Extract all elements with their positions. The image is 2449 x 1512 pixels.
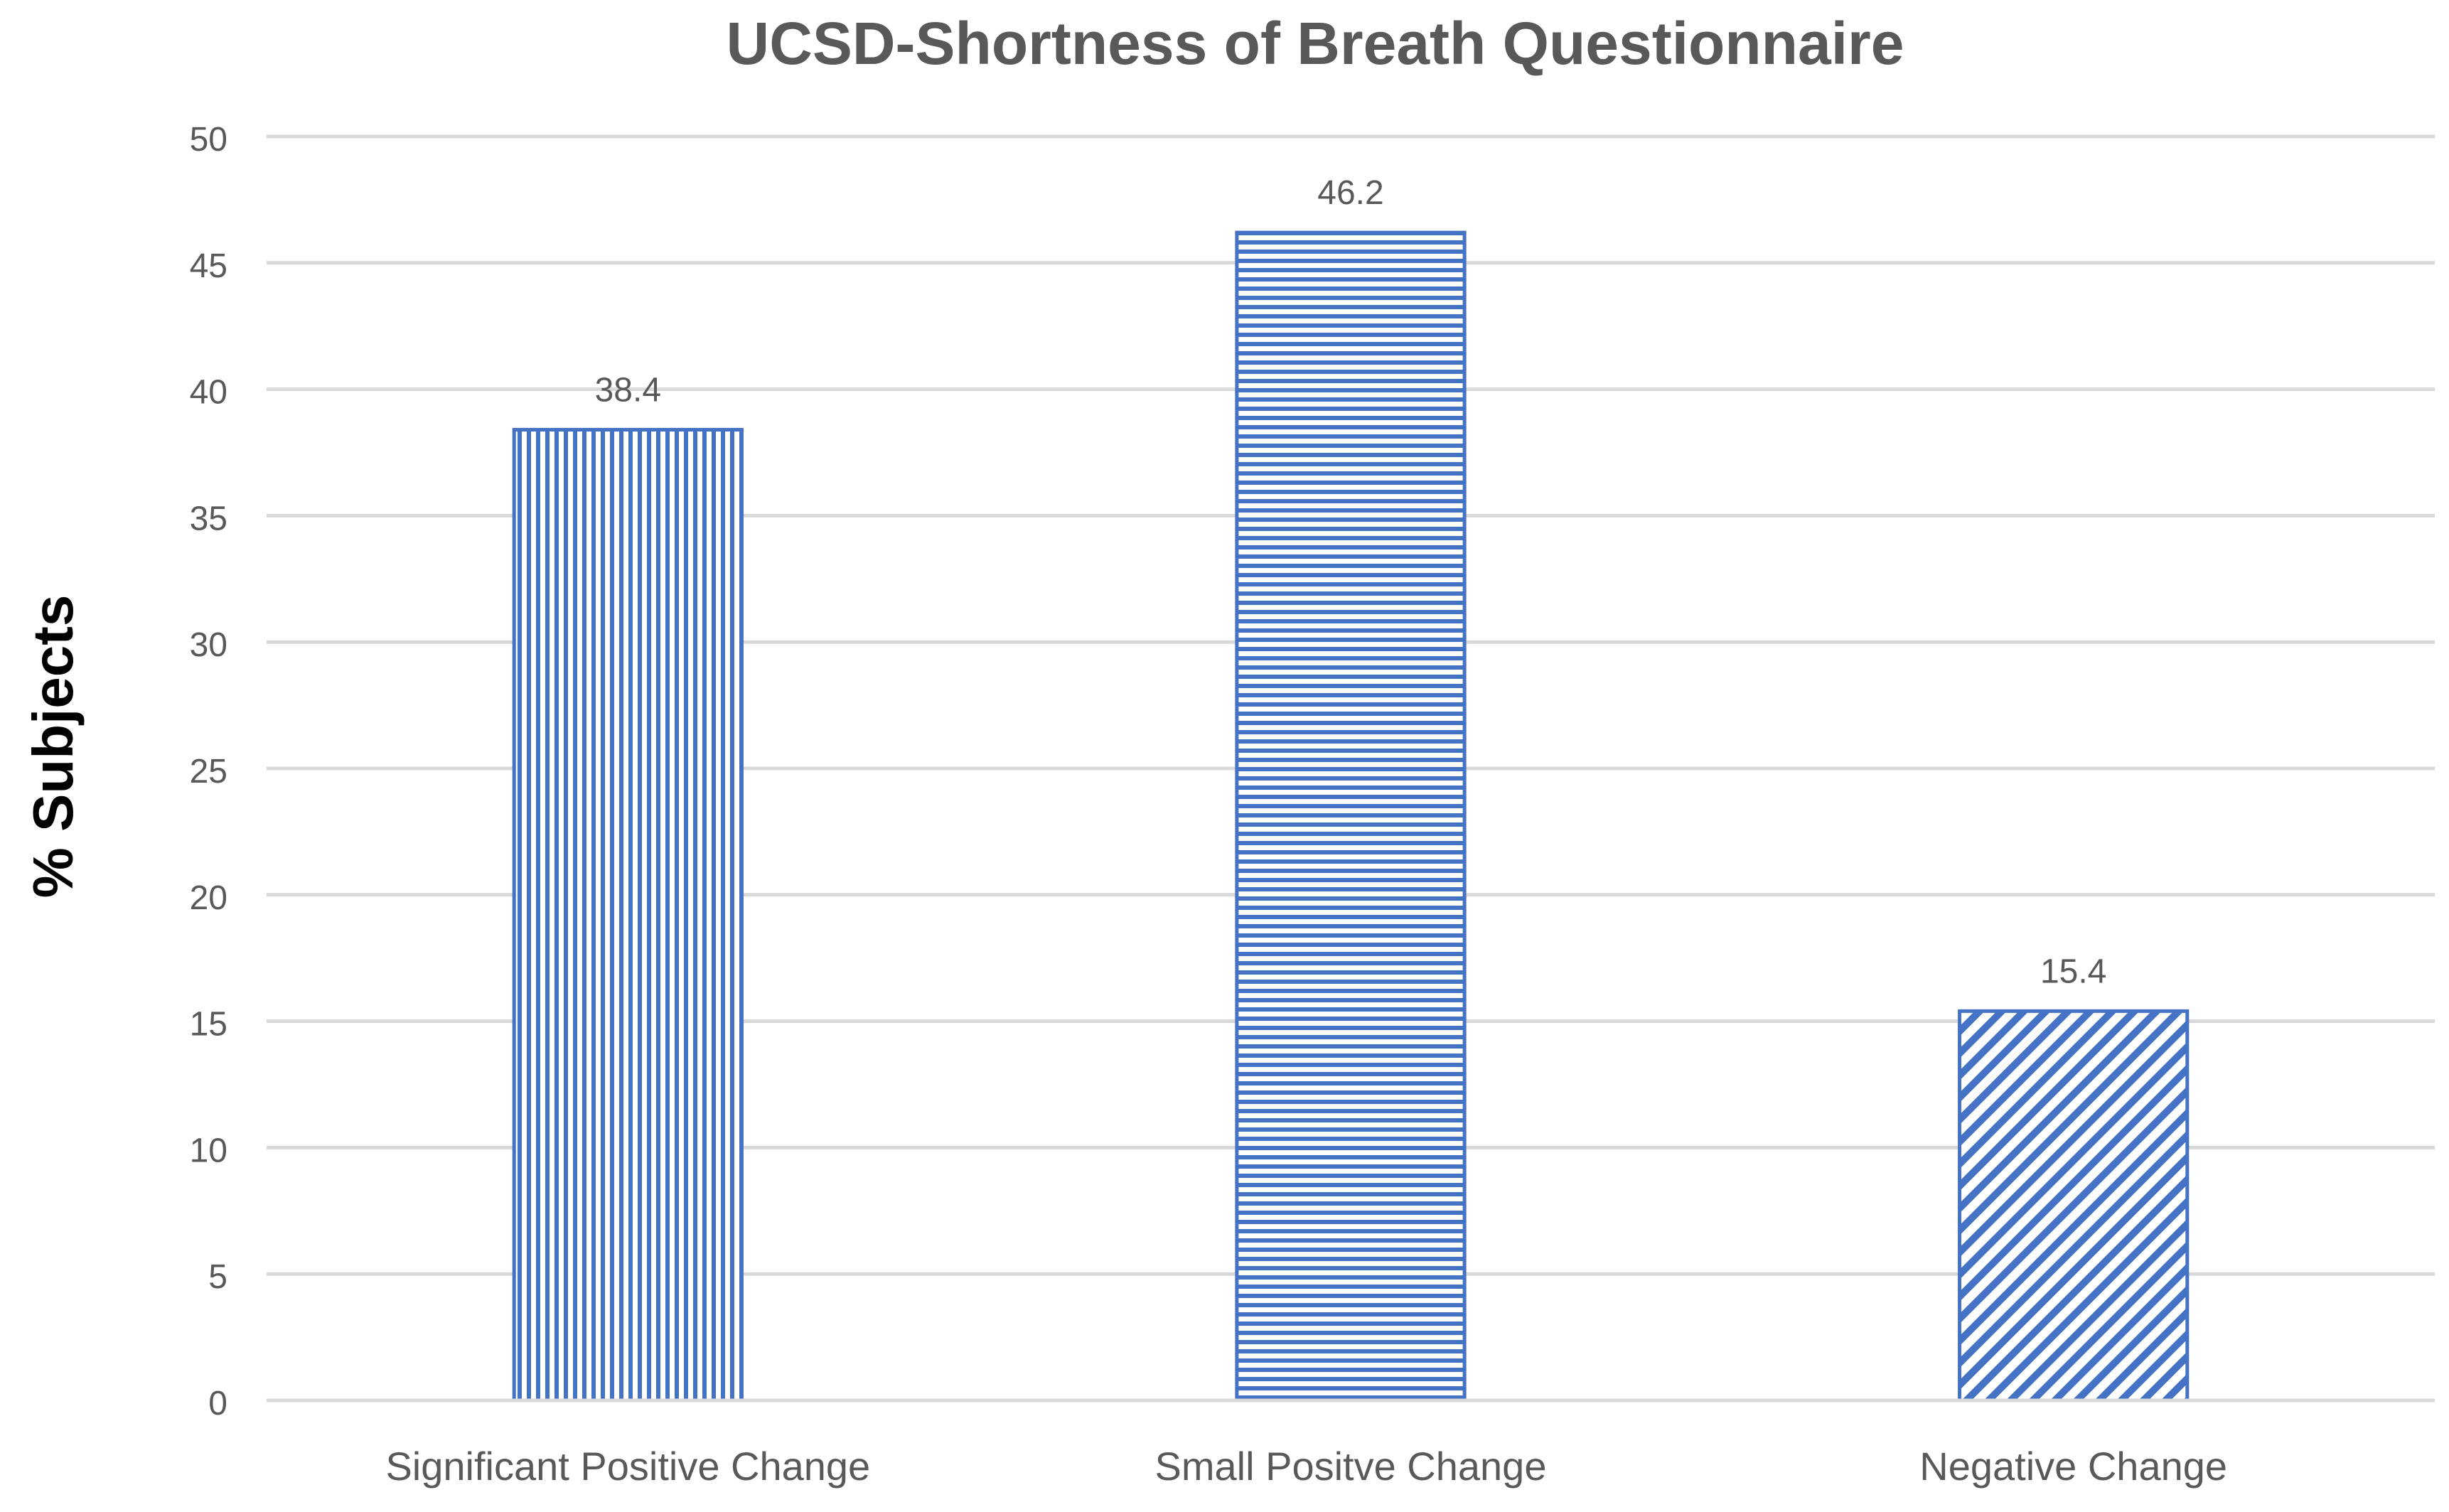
x-tick-label: Small Positve Change xyxy=(1155,1444,1547,1489)
bar-1 xyxy=(512,427,744,1403)
y-tick-label: 10 xyxy=(190,1132,227,1169)
y-tick-label: 50 xyxy=(190,121,227,159)
y-axis-label: % Subjects xyxy=(21,595,85,899)
y-tick-label: 25 xyxy=(190,753,227,790)
bar-3 xyxy=(1958,1009,2190,1403)
x-tick-label: Negative Change xyxy=(1919,1444,2227,1489)
x-axis-ticks: Significant Positive Change Small Positve… xyxy=(267,1398,2435,1489)
data-labels: 38.4 46.2 15.4 xyxy=(595,174,2107,990)
y-axis-ticks: 0 5 10 15 20 25 30 35 40 45 50 xyxy=(190,121,227,1422)
bars xyxy=(512,230,2190,1403)
data-label: 15.4 xyxy=(2040,953,2106,990)
y-tick-label: 20 xyxy=(190,879,227,917)
y-tick-label: 40 xyxy=(190,374,227,412)
bar-2 xyxy=(1235,230,1467,1403)
y-tick-label: 0 xyxy=(208,1385,227,1422)
chart-title: UCSD-Shortness of Breath Questionnaire xyxy=(727,10,1904,77)
y-tick-label: 35 xyxy=(190,500,227,537)
y-tick-label: 45 xyxy=(190,247,227,285)
y-tick-label: 15 xyxy=(190,1006,227,1044)
data-label: 46.2 xyxy=(1317,174,1383,212)
x-tick-label: Significant Positive Change xyxy=(385,1444,870,1489)
y-tick-label: 5 xyxy=(208,1258,227,1296)
y-tick-label: 30 xyxy=(190,626,227,664)
data-label: 38.4 xyxy=(595,371,661,409)
